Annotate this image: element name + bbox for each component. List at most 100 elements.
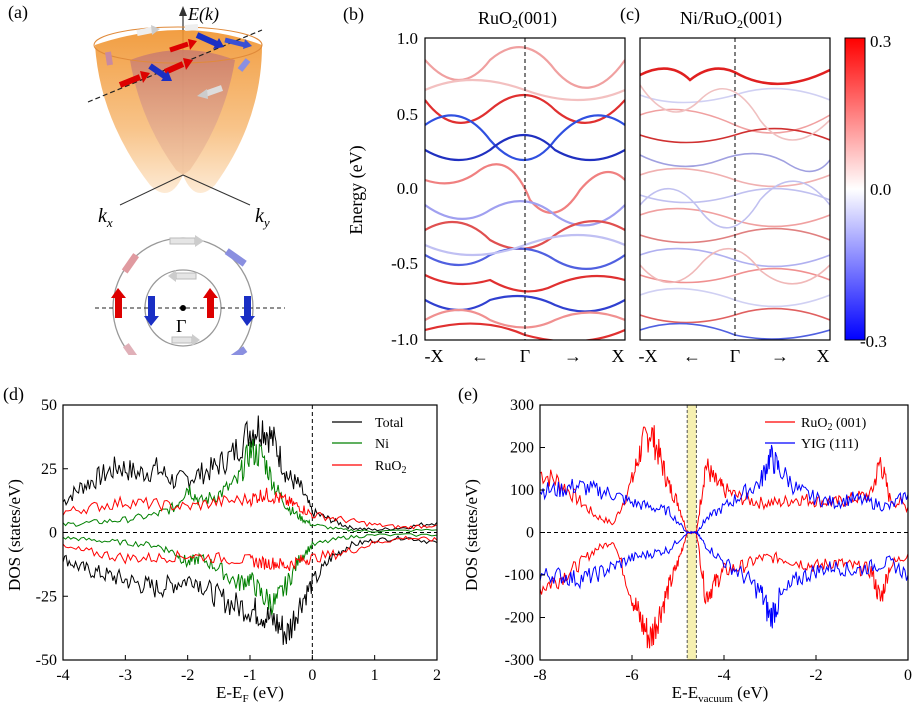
colorbar-tick: 0.3: [870, 32, 891, 51]
dos-d-ytick-label: -50: [36, 652, 57, 669]
dos-e-series-0-up: [539, 425, 909, 535]
dos-d-ytick-label: -25: [36, 588, 57, 605]
xtick: X: [817, 346, 830, 366]
ytick: 0.5: [397, 105, 418, 124]
xtick: ←: [683, 346, 701, 366]
dos-e-xtick-label: -4: [717, 667, 730, 684]
xtick: →: [771, 346, 789, 366]
dos-e-ytick-label: 100: [510, 482, 534, 499]
xtick: X: [612, 346, 625, 366]
dos-e-ytick-label: 0: [526, 525, 534, 542]
xtick: -X: [425, 346, 444, 366]
dos-e-ytick-label: 300: [510, 397, 534, 414]
colorbar-tick: -0.3: [860, 332, 887, 351]
spin-neutral-arrow: [175, 272, 197, 280]
xtick: →: [564, 346, 582, 366]
dos-d-xtick-label: -3: [119, 667, 132, 684]
panel-c-bands: [640, 67, 830, 340]
dos-e-ytick-label: -100: [505, 567, 534, 584]
spin-tilted-arrow: [121, 253, 140, 274]
ytick: 1.0: [397, 29, 418, 48]
panel-d-ylabel: DOS (states/eV): [5, 479, 24, 591]
dos-e-ytick-label: -200: [505, 610, 534, 627]
panel-d-xlabel: E-EF (eV): [216, 683, 284, 705]
spin-tilted-arrow: [105, 51, 113, 66]
spin-neutral-arrow: [171, 336, 193, 344]
dos-d-series-1-down: [62, 533, 438, 616]
spin-up-arrow: [163, 61, 185, 75]
legend-yig-111: YIG (111): [801, 437, 859, 452]
dos-d-xtick-label: -2: [181, 667, 194, 684]
xtick: -X: [639, 346, 658, 366]
panel-e-dos-chart: (e) DOS (states/eV) E-Evacuum (eV) -8 -6 -…: [458, 384, 912, 705]
energy-axis-arrowhead: [179, 6, 187, 16]
kx-axis: [119, 174, 184, 206]
dos-e-series-0-down: [539, 530, 909, 649]
dos-e-ytick-label: -300: [505, 652, 534, 669]
panel-b-label: (b): [343, 4, 364, 25]
dos-e-xtick-label: -6: [625, 667, 638, 684]
spin-neutral-arrow: [136, 27, 153, 36]
colorbar: [844, 37, 866, 341]
spin-neutral-arrow: [184, 24, 199, 31]
dos-d-xtick-label: -4: [56, 667, 69, 684]
spin-up-arrow: [207, 296, 214, 318]
spin-down-arrow: [244, 296, 251, 318]
colorbar-ticks: 0.3 0.0 -0.3: [860, 32, 891, 351]
dos-e-xtick-label: -2: [809, 667, 822, 684]
panel-e-xlabel: E-Evacuum (eV): [672, 683, 769, 705]
dos-d-xtick-label: -1: [243, 667, 256, 684]
dos-d-xtick-label: 1: [371, 667, 379, 684]
dos-d-xtick-label: 0: [308, 667, 316, 684]
panel-d-legend: Total Ni RuO2: [332, 416, 406, 476]
spin-arrows-fermi: [111, 235, 255, 355]
panel-a-label: (a): [8, 2, 28, 23]
panel-c-label: (c): [620, 4, 640, 25]
xtick: Γ: [520, 346, 530, 366]
dos-e-ytick-label: 200: [510, 440, 534, 457]
dos-e-series-1-down: [539, 530, 909, 629]
dos-d-ytick-label: 50: [41, 397, 57, 414]
legend-ni: Ni: [375, 437, 389, 452]
panel-c-frame: [639, 37, 831, 341]
spin-neutral-arrow: [169, 237, 196, 245]
spin-down-arrow: [148, 296, 155, 318]
dos-d-ytick-label: 0: [49, 525, 57, 542]
inner-band-surface: [130, 50, 235, 175]
panel-e-label: (e): [458, 384, 478, 405]
spin-up-arrow: [169, 41, 189, 53]
dos-e-xtick-label: 0: [904, 667, 912, 684]
ky-label: ky: [255, 205, 270, 230]
panel-b-title: RuO2(001): [478, 8, 557, 31]
spin-up-arrow: [115, 296, 122, 318]
spin-tilted-arrow: [122, 343, 141, 355]
spin-down-arrow: [148, 63, 168, 80]
dos-d-series-0-down: [62, 535, 438, 645]
legend-ruo2-001: RuO2 (001): [801, 416, 867, 433]
legend-ruo2: RuO2: [375, 459, 406, 476]
panel-b-xticks: -X ← Γ → X: [425, 346, 625, 366]
dos-d-series-2-up: [62, 487, 438, 530]
dos-d-series-0-up: [62, 415, 438, 532]
ytick: -0.5: [391, 254, 418, 273]
energy-axis-label: E(k): [187, 4, 219, 25]
xtick: Γ: [730, 346, 740, 366]
gamma-label: Γ: [176, 316, 186, 336]
panel-b-frame: [424, 37, 626, 341]
spin-up-arrow: [118, 74, 142, 88]
panel-b-yticks: 1.0 0.5 0.0 -0.5 -1.0: [391, 29, 418, 349]
dos-d-ytick-label: 25: [41, 461, 57, 478]
spin-down-arrow: [224, 37, 246, 48]
ky-axis: [182, 174, 251, 206]
panel-d-label: (d): [3, 384, 24, 405]
spin-tilted-arrow: [225, 346, 248, 355]
ytick: -1.0: [391, 330, 418, 349]
panel-c-xticks: -X ← Γ → X: [639, 346, 830, 366]
panel-b-ylabel: Energy (eV): [346, 145, 367, 234]
spin-tilted-arrow: [237, 58, 251, 72]
panel-e-legend: RuO2 (001) YIG (111): [765, 416, 867, 452]
panels-bc-bandstructure: (b) (c) RuO2(001) Ni/RuO2(001) Energy (e…: [343, 4, 891, 366]
panel-d-dos-chart: (d) DOS (states/eV) E-EF (eV) -4 -3 -2 -1 0 1…: [3, 384, 441, 705]
spin-neutral-arrow: [204, 85, 223, 97]
xtick: ←: [471, 346, 489, 366]
